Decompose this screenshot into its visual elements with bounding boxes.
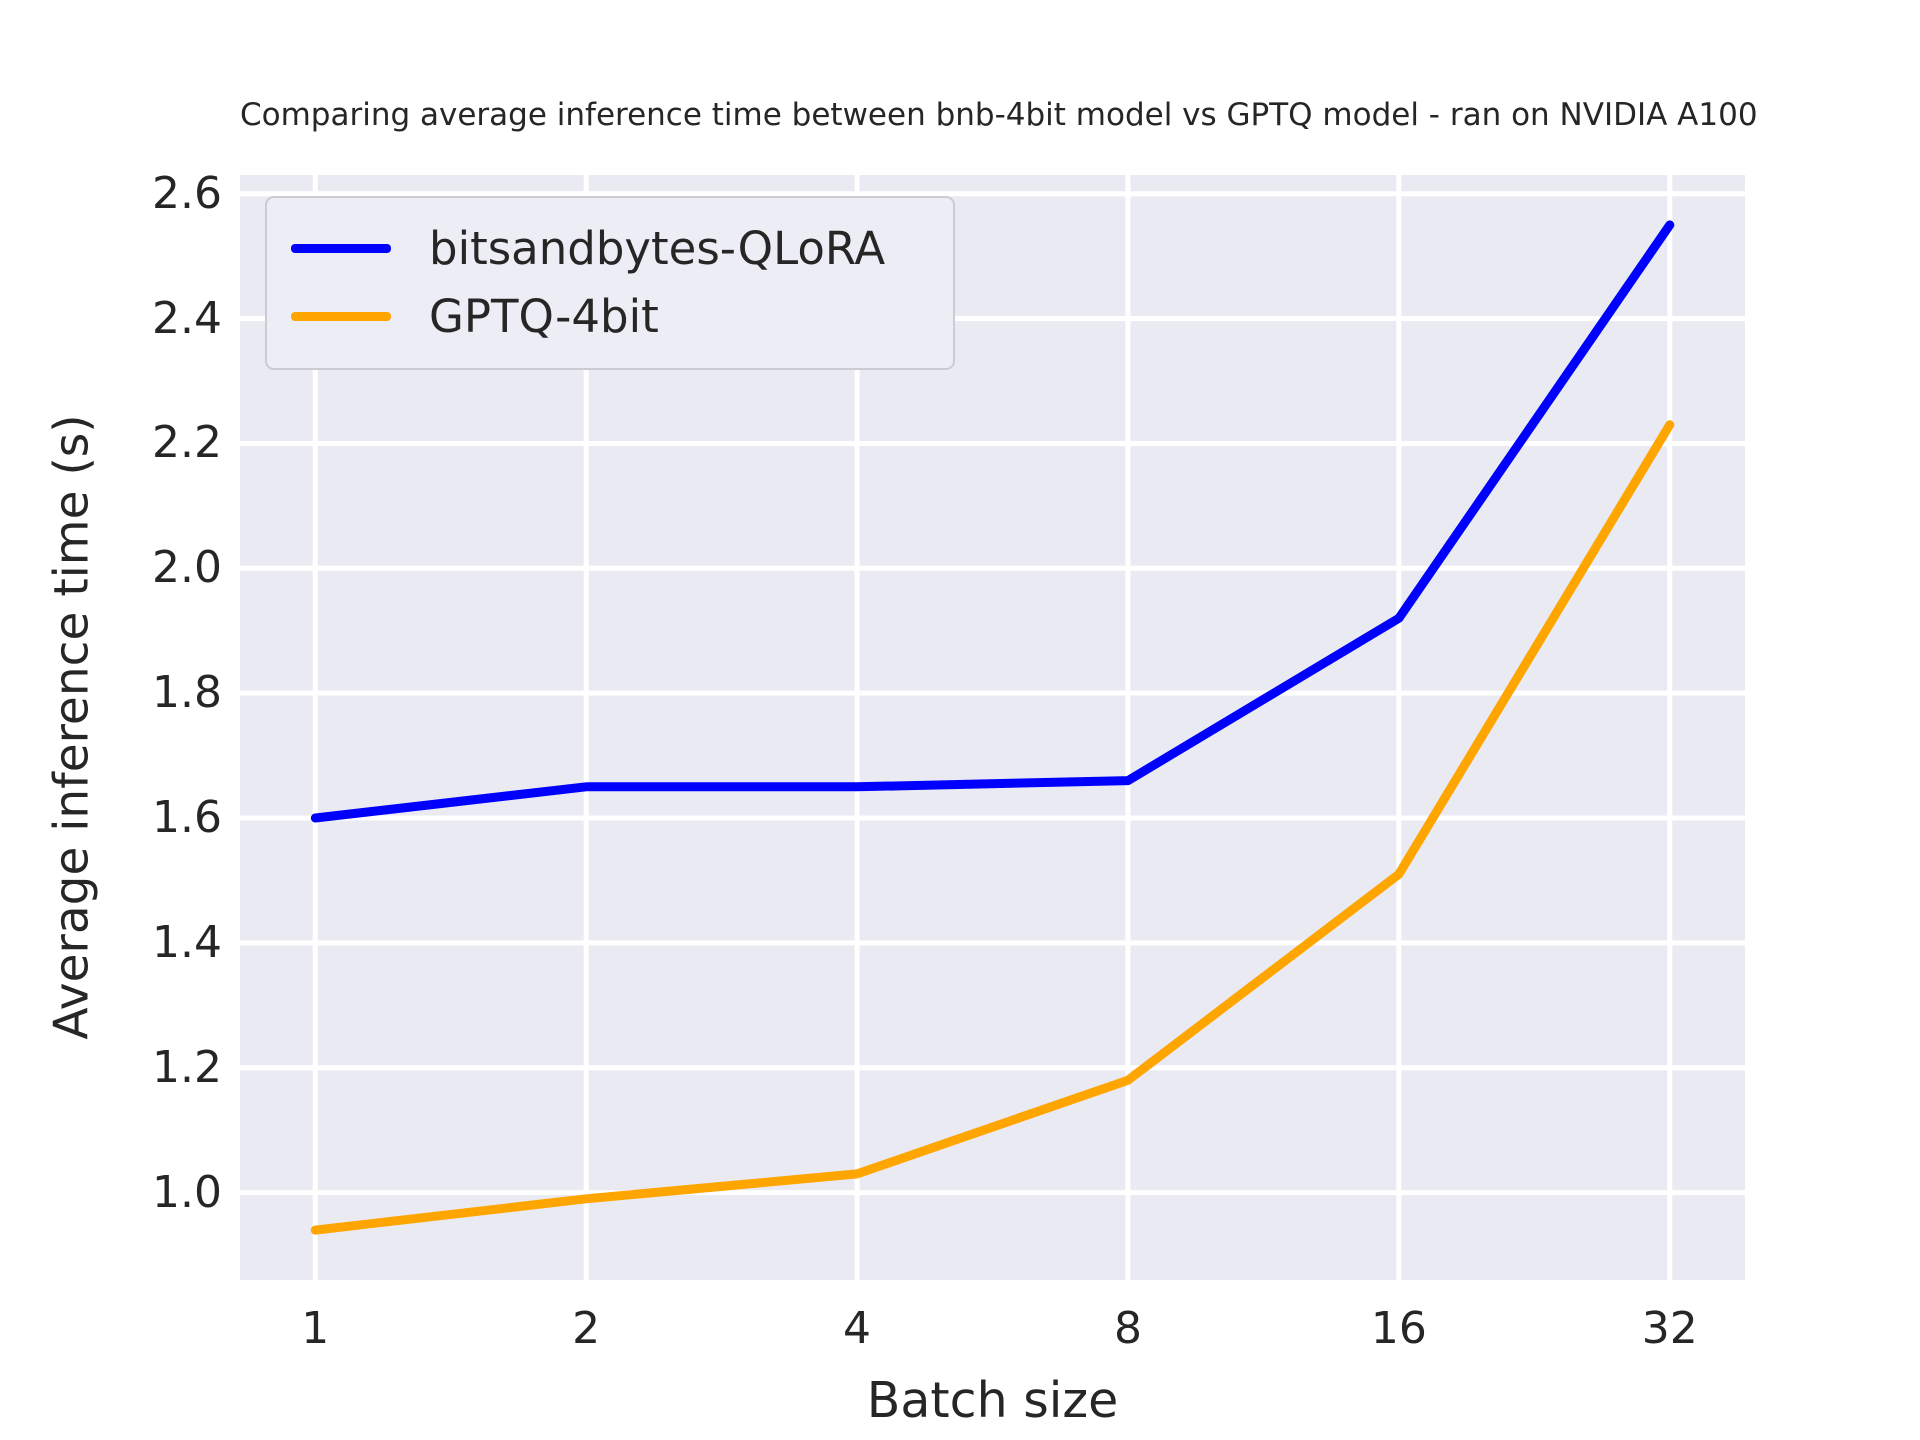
y-tick-label: 2.4	[152, 292, 222, 344]
y-tick-label: 1.4	[152, 916, 222, 968]
legend-item: GPTQ-4bit	[291, 282, 885, 350]
x-tick-label: 32	[1641, 1303, 1698, 1354]
y-tick-label: 1.8	[152, 667, 222, 719]
y-tick-label: 1.2	[152, 1041, 222, 1093]
legend-item: bitsandbytes-QLoRA	[291, 214, 885, 282]
x-tick-label: 16	[1370, 1303, 1427, 1354]
y-tick-label: 2.6	[152, 167, 222, 219]
y-tick-label: 2.0	[152, 542, 222, 594]
legend-label: GPTQ-4bit	[429, 289, 659, 343]
x-tick-label: 4	[843, 1303, 872, 1354]
legend-swatch-line-icon	[291, 311, 391, 321]
y-tick-label: 2.2	[152, 417, 222, 469]
series-line-bitsandbytes-qlora	[310, 220, 1675, 823]
series-line-gptq-4bit	[310, 420, 1675, 1235]
x-tick-label: 8	[1113, 1303, 1142, 1354]
x-axis-label: Batch size	[866, 1372, 1119, 1429]
x-tick-label: 1	[301, 1303, 330, 1354]
y-tick-label: 1.0	[152, 1166, 222, 1218]
legend: bitsandbytes-QLoRA GPTQ-4bit	[265, 196, 956, 370]
legend-label: bitsandbytes-QLoRA	[429, 221, 886, 275]
legend-swatch-line-icon	[291, 243, 391, 253]
chart-title: Comparing average inference time between…	[240, 97, 1758, 133]
x-tick-label: 2	[572, 1303, 601, 1354]
y-tick-label: 1.6	[152, 792, 222, 844]
